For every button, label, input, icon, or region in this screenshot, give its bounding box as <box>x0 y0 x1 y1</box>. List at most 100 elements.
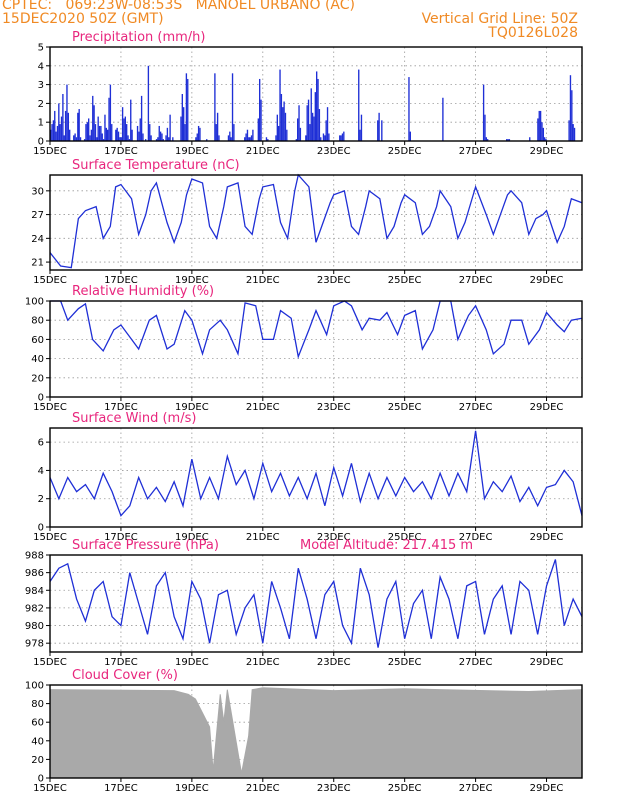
precip-bar <box>185 73 188 141</box>
precip-bar <box>166 127 169 141</box>
precip-bar <box>126 124 128 141</box>
precip-bar <box>78 109 80 141</box>
precip-bar <box>108 97 110 141</box>
precip-bar <box>310 88 312 141</box>
precip-bar <box>100 125 102 141</box>
humidity-series-line <box>50 300 583 360</box>
precip-bar <box>85 124 87 141</box>
precip-bar <box>279 69 281 141</box>
precip-bar <box>196 133 198 141</box>
precip-bar <box>120 137 122 141</box>
precip-bar <box>544 137 546 141</box>
cloud-xtick-label: 25DEC <box>388 783 422 794</box>
precip-bar <box>249 137 251 141</box>
precip-ytick-label: 4 <box>38 61 44 72</box>
precip-bar <box>358 69 360 141</box>
precip-xtick-label: 27DEC <box>459 146 493 157</box>
precip-bar <box>59 124 61 141</box>
cloud-ytick-label: 60 <box>31 718 44 729</box>
precip-bar <box>343 131 345 141</box>
humidity-ytick-label: 100 <box>25 297 44 308</box>
pressure-xtick-label: 19DEC <box>175 657 209 668</box>
cloud-ytick-label: 40 <box>31 736 44 747</box>
precip-bar <box>199 127 201 141</box>
precip-bar <box>66 84 68 141</box>
precip-bar <box>568 120 570 141</box>
humidity-ytick-label: 40 <box>31 354 44 365</box>
precip-bar <box>130 99 132 141</box>
wind-xtick-label: 15DEC <box>33 532 67 543</box>
precip-bar <box>245 133 247 141</box>
precip-bar <box>216 112 219 141</box>
precip-bar <box>573 127 576 141</box>
precip-bar <box>306 105 308 141</box>
temperature-xtick-label: 21DEC <box>246 275 280 286</box>
precip-bar <box>320 137 322 141</box>
precip-bar <box>121 107 124 141</box>
precip-bar <box>136 125 139 141</box>
precip-bar <box>537 118 539 141</box>
precip-bar <box>313 116 315 141</box>
cloud-xtick-label: 27DEC <box>459 783 493 794</box>
precip-bar <box>79 137 82 141</box>
precip-bar <box>214 73 216 141</box>
precip-bar <box>51 124 53 141</box>
precip-bar <box>542 127 544 141</box>
precip-bar <box>105 127 107 141</box>
precip-bar <box>283 101 285 141</box>
precip-bar <box>257 118 259 141</box>
humidity-ytick-label: 0 <box>38 393 44 404</box>
humidity-ytick-label: 60 <box>31 335 44 346</box>
precip-bar <box>162 139 164 141</box>
precip-xtick-label: 15DEC <box>33 146 67 157</box>
precip-bar <box>93 105 95 141</box>
precip-xtick-label: 25DEC <box>388 146 422 157</box>
precip-bar <box>116 127 118 141</box>
precip-bar <box>117 131 120 141</box>
temperature-xtick-label: 23DEC <box>317 275 351 286</box>
wind-frame <box>49 427 583 528</box>
pressure-xtick-label: 29DEC <box>530 657 564 668</box>
precip-bar <box>115 129 117 141</box>
precip-xtick-label: 23DEC <box>317 146 351 157</box>
precip-title: Precipitation (mm/h) <box>72 30 205 45</box>
precip-bar <box>328 133 330 141</box>
precip-bar <box>311 112 314 141</box>
precip-bar <box>206 139 208 141</box>
temperature-xtick-label: 27DEC <box>459 275 493 286</box>
precip-bar <box>64 110 67 141</box>
precip-bar <box>63 135 65 141</box>
cloud-ytick-label: 20 <box>31 755 44 766</box>
pressure-ytick-label: 986 <box>25 568 44 579</box>
temperature-ytick-label: 24 <box>31 234 44 245</box>
precip-bar <box>172 137 174 141</box>
humidity-xtick-label: 19DEC <box>175 402 209 413</box>
precip-bar <box>75 137 78 141</box>
precip-bar <box>73 135 75 141</box>
cloud-ytick-label: 80 <box>31 699 44 710</box>
pressure-xtick-label: 27DEC <box>459 657 493 668</box>
precip-bar <box>322 133 325 141</box>
precip-ytick-label: 1 <box>38 118 44 129</box>
precip-bar <box>378 112 380 141</box>
precip-bar <box>307 99 310 141</box>
precip-bar <box>229 131 231 141</box>
cloud-ytick-label: 0 <box>38 774 44 785</box>
pressure-xtick-label: 17DEC <box>104 657 138 668</box>
wind-ytick-label: 2 <box>38 494 44 505</box>
wind-ytick-label: 6 <box>38 438 44 449</box>
precip-bar <box>145 139 147 141</box>
humidity-grid <box>50 301 582 397</box>
precip-bar <box>109 84 112 141</box>
precip-bar <box>482 84 485 141</box>
precip-bar <box>60 116 63 141</box>
wind-ytick-label: 0 <box>38 523 44 534</box>
wind-xtick-label: 29DEC <box>530 532 564 543</box>
precip-bar <box>538 110 540 141</box>
pressure-ytick-label: 978 <box>25 639 44 650</box>
precip-bar <box>442 97 444 141</box>
precip-bar <box>157 137 159 141</box>
humidity-xtick-label: 25DEC <box>388 402 422 413</box>
wind-xtick-label: 19DEC <box>175 532 209 543</box>
precip-bar <box>316 71 318 141</box>
